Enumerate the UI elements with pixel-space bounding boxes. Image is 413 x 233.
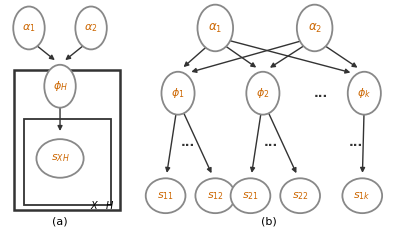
Ellipse shape bbox=[145, 178, 185, 213]
Text: $s_{1k}$: $s_{1k}$ bbox=[353, 190, 370, 202]
Ellipse shape bbox=[246, 72, 279, 115]
Text: $\phi_2$: $\phi_2$ bbox=[256, 86, 269, 100]
Text: $s_{21}$: $s_{21}$ bbox=[241, 190, 259, 202]
Text: ...: ... bbox=[348, 136, 362, 149]
Bar bbox=[24, 119, 111, 205]
Ellipse shape bbox=[342, 178, 381, 213]
Text: ...: ... bbox=[313, 87, 327, 100]
Ellipse shape bbox=[296, 5, 332, 51]
Text: $s_{XH}$: $s_{XH}$ bbox=[50, 153, 69, 164]
Ellipse shape bbox=[230, 178, 270, 213]
Ellipse shape bbox=[36, 139, 83, 178]
Text: H: H bbox=[105, 201, 113, 211]
Ellipse shape bbox=[75, 7, 107, 49]
Text: $\alpha_2$: $\alpha_2$ bbox=[84, 22, 97, 34]
Text: $s_{22}$: $s_{22}$ bbox=[291, 190, 308, 202]
Text: $\alpha_2$: $\alpha_2$ bbox=[307, 21, 321, 34]
Ellipse shape bbox=[347, 72, 380, 115]
Ellipse shape bbox=[280, 178, 319, 213]
Text: ...: ... bbox=[263, 136, 278, 149]
Ellipse shape bbox=[197, 5, 233, 51]
Ellipse shape bbox=[44, 65, 76, 108]
Text: (b): (b) bbox=[261, 216, 276, 226]
Bar bbox=[14, 70, 120, 210]
Text: $s_{11}$: $s_{11}$ bbox=[157, 190, 174, 202]
Text: $\phi_1$: $\phi_1$ bbox=[171, 86, 184, 100]
Text: X: X bbox=[90, 201, 97, 211]
Text: $\alpha_1$: $\alpha_1$ bbox=[22, 22, 36, 34]
Ellipse shape bbox=[195, 178, 235, 213]
Text: ...: ... bbox=[181, 136, 195, 149]
Ellipse shape bbox=[13, 7, 45, 49]
Text: (a): (a) bbox=[52, 216, 68, 226]
Text: $\phi_H$: $\phi_H$ bbox=[52, 79, 67, 93]
Text: $\phi_k$: $\phi_k$ bbox=[356, 86, 370, 100]
Text: $\alpha_1$: $\alpha_1$ bbox=[208, 21, 222, 34]
Ellipse shape bbox=[161, 72, 194, 115]
Text: $s_{12}$: $s_{12}$ bbox=[206, 190, 223, 202]
